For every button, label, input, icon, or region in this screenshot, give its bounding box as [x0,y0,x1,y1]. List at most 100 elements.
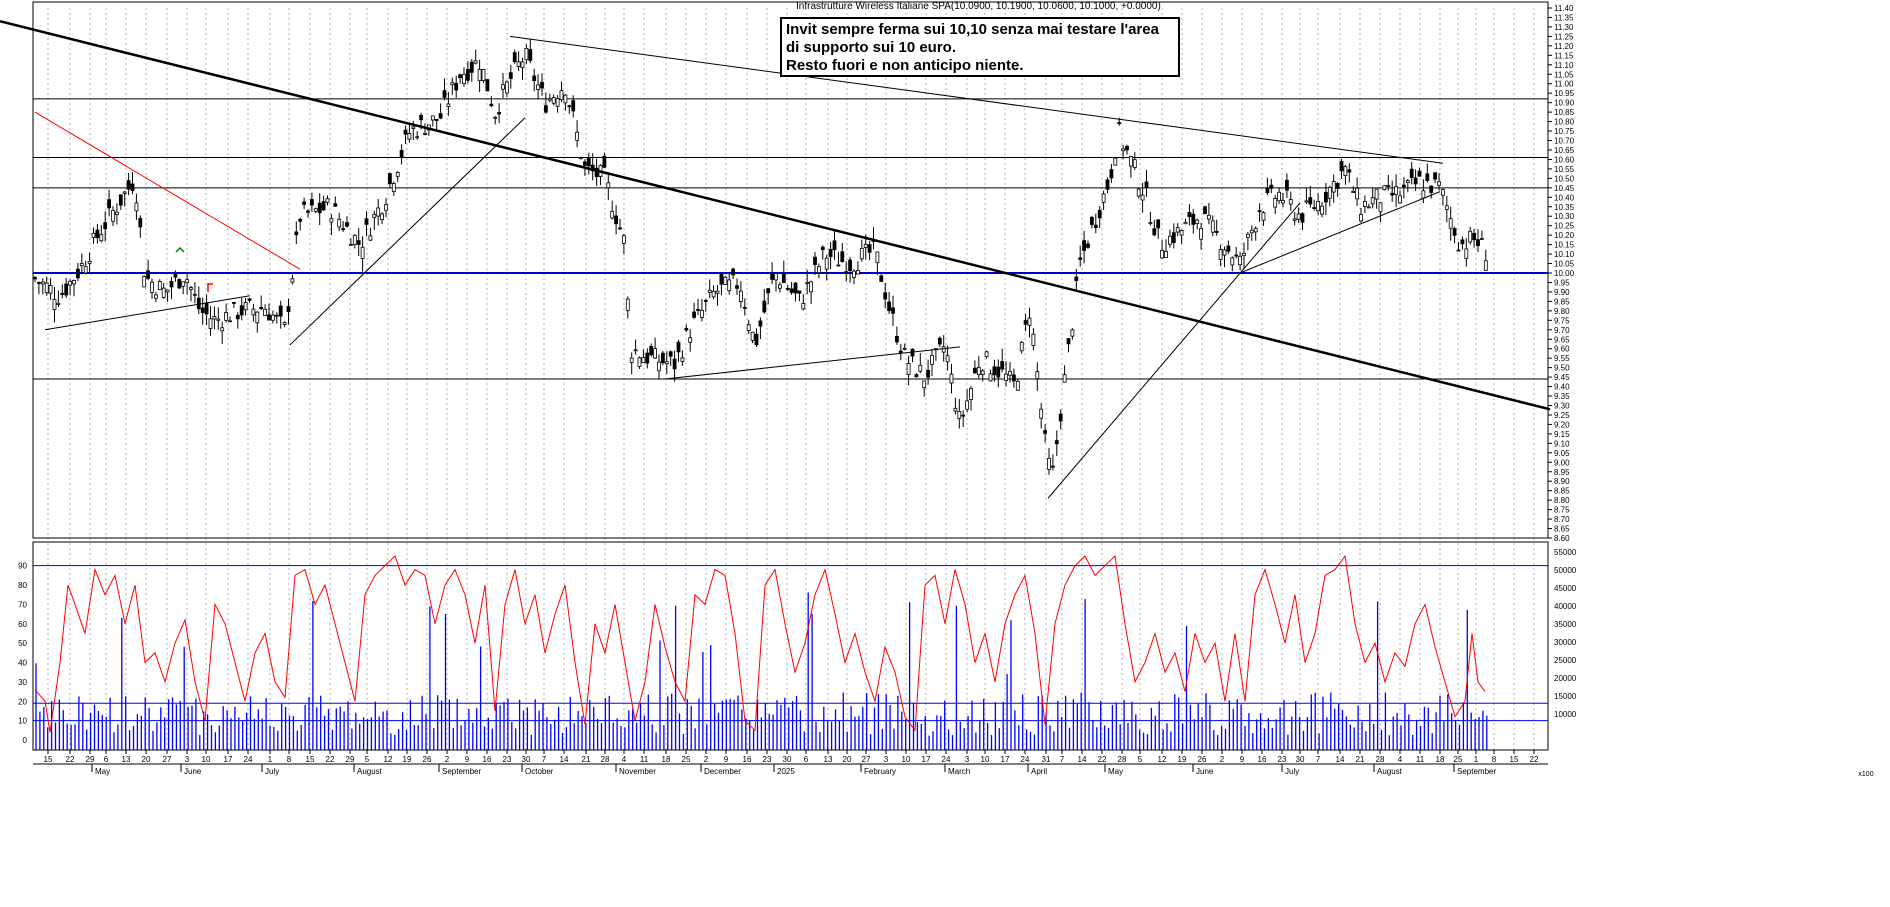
candle-body [1370,197,1375,205]
candle-body [1004,373,1008,381]
price-axis-label: 8.75 [1554,506,1570,515]
candle-body [637,357,642,367]
candle-body [189,287,193,290]
candle-body [52,298,57,310]
candle-body [801,302,806,310]
candle-body [625,298,630,311]
candle-body [169,281,174,288]
day-tick-label: 7 [542,755,547,764]
price-axis-label: 10.00 [1554,269,1575,278]
candle-body [1351,191,1356,193]
day-tick-label: 4 [622,755,627,764]
candle-body [454,82,459,91]
candle-body [664,361,669,365]
candle-body [559,90,564,101]
candle-body [1164,250,1168,258]
candle-body [1394,186,1398,195]
day-tick-label: 6 [104,755,109,764]
day-tick-label: 3 [965,755,970,764]
candle-body [1066,338,1071,345]
candle-body [278,305,283,317]
candle-body [563,94,568,104]
candle-body [976,366,981,375]
candle-body [879,275,884,282]
candle-body [220,327,225,332]
candle-body [949,373,954,384]
candle-body [883,292,888,300]
candle-body [1054,440,1059,445]
candle-body [384,204,388,211]
candle-body [267,314,271,321]
candle-body [910,348,915,357]
candle-body [1195,219,1200,224]
candle-body [142,276,147,288]
candle-body [1238,255,1242,266]
candle-body [914,374,919,378]
candle-body [684,327,689,331]
candle-body [1117,122,1122,124]
candle-body [442,90,447,98]
candle-body [1378,202,1383,213]
candle-body [540,81,544,89]
candle-body [473,60,478,64]
candle-body [863,243,868,248]
candle-body [922,380,927,389]
candle-body [360,246,365,259]
candle-body [462,73,466,85]
candle-body [255,311,260,324]
day-tick-label: 25 [1454,755,1463,764]
oscillator-axis-label: 20 [18,697,27,706]
day-tick-label: 24 [942,755,951,764]
candle-body [1386,184,1391,187]
candle-body [259,307,264,310]
candle-body [469,61,474,73]
candle-body [672,358,677,370]
candle-body [263,308,268,317]
candle-body [571,100,576,112]
candle-body [235,314,240,320]
candle-body [1265,187,1270,194]
candle-body [489,103,494,107]
candle-body [965,400,969,410]
candle-body [173,273,178,278]
day-tick-label: 16 [483,755,492,764]
candle-body [411,126,416,129]
day-tick-label: 5 [365,755,370,764]
candle-body [875,251,880,264]
price-axis-label: 10.25 [1554,222,1575,231]
oscillator-axis-label: 70 [18,600,27,609]
day-tick-label: 23 [503,755,512,764]
price-axis-label: 10.65 [1554,146,1575,155]
oscillator-axis-label: 50 [18,639,27,648]
volume-axis-label: 15000 [1554,692,1577,701]
candle-body [1175,227,1180,233]
candle-body [516,61,521,67]
price-axis-label: 11.20 [1554,42,1574,51]
month-label: March [948,767,970,776]
candle-body [859,248,864,260]
candle-body [138,218,143,228]
volume-axis-label: 45000 [1554,584,1577,593]
candle-body [1113,157,1118,166]
day-tick-label: 1 [268,755,273,764]
candle-body [387,173,392,185]
candle-body [465,69,470,81]
day-tick-label: 15 [1510,755,1519,764]
candle-body [969,387,973,400]
candle-body [1140,194,1145,201]
price-axis-label: 9.70 [1554,326,1570,335]
candle-body [1043,430,1047,434]
candle-body [286,306,291,312]
candle-body [1008,370,1012,376]
candle-body [980,370,985,375]
price-axis-label: 10.10 [1554,250,1575,259]
candle-body [1363,200,1367,207]
candle-body [1402,184,1406,188]
day-tick-label: 5 [1138,755,1143,764]
candle-body [774,273,778,281]
candle-body [575,131,579,141]
price-axis-label: 10.20 [1554,231,1575,240]
candle-body [337,218,342,228]
price-axis-label: 10.75 [1554,127,1575,136]
price-axis-label: 10.95 [1554,89,1575,98]
